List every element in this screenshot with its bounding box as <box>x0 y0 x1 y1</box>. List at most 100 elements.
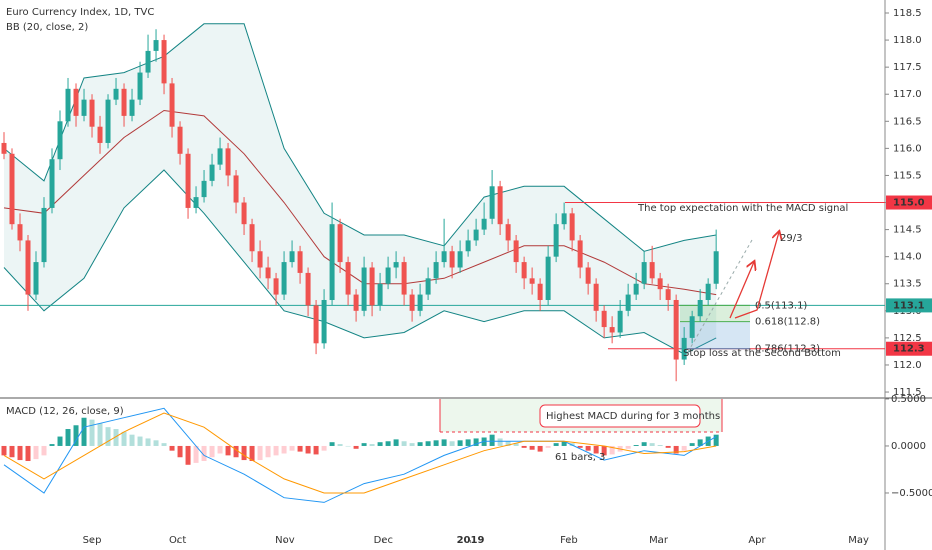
macd-bar <box>281 445 287 454</box>
candle-body <box>321 299 327 344</box>
candle-body <box>233 175 239 203</box>
candle-body <box>665 289 671 300</box>
candle-body <box>289 251 295 263</box>
candle-body <box>393 262 399 268</box>
macd-bar <box>57 436 63 446</box>
macd-bar <box>177 445 183 458</box>
macd-bar <box>169 445 175 451</box>
candle-body <box>673 299 679 360</box>
candle-body <box>17 224 23 241</box>
macd-bar <box>41 445 47 456</box>
macd-bar <box>265 445 271 458</box>
y-tick-label: 114.5 <box>893 225 922 236</box>
y-tick-label: 112.0 <box>893 360 922 371</box>
candle-body <box>521 262 527 279</box>
macd-bar <box>697 439 703 446</box>
macd-bar <box>1 445 7 456</box>
price-badge-label: 112.3 <box>893 344 925 355</box>
macd-bar <box>673 445 679 454</box>
macd-bar <box>193 445 199 463</box>
macd-bar <box>233 445 239 458</box>
candle-body <box>681 337 687 360</box>
candle-body <box>369 267 375 306</box>
macd-bar <box>225 445 231 456</box>
candle-body <box>113 88 119 100</box>
fib-label: 0.786(112.3) <box>755 344 820 355</box>
y-tick-label: 117.0 <box>893 89 922 100</box>
candle-body <box>145 50 151 73</box>
macd-bar <box>289 445 295 451</box>
candle-body <box>593 283 599 311</box>
candle-body <box>401 262 407 295</box>
macd-bar <box>433 440 439 446</box>
candle-body <box>377 283 383 306</box>
macd-bar <box>369 444 375 446</box>
candle-body <box>33 262 39 295</box>
macd-bar <box>553 443 559 446</box>
macd-bar <box>217 445 223 454</box>
candle-body <box>457 251 463 268</box>
candle-body <box>97 126 103 143</box>
candle-body <box>641 262 647 284</box>
annotation: Highest MACD during for 3 months <box>546 411 720 422</box>
candle-body <box>353 294 359 311</box>
price-badge <box>886 195 932 210</box>
macd-bar <box>545 445 551 448</box>
y-tick-label: 118.0 <box>893 35 922 46</box>
x-tick-label: Dec <box>374 535 393 546</box>
candle-body <box>385 267 391 284</box>
macd-bar <box>185 445 191 465</box>
x-tick-label: Feb <box>560 535 578 546</box>
price-badge <box>886 341 932 356</box>
candle-body <box>417 294 423 311</box>
note-box <box>539 404 701 428</box>
macd-bar <box>313 445 319 455</box>
macd-bar <box>641 442 647 446</box>
candle-body <box>273 278 279 295</box>
price-badge <box>886 298 932 313</box>
candle-body <box>465 240 471 252</box>
macd-bar <box>89 419 95 446</box>
macd-bar <box>33 445 39 460</box>
macd-bar <box>113 429 119 446</box>
candle-body <box>329 224 335 300</box>
macd-bar <box>489 434 495 446</box>
candle-body <box>153 40 159 51</box>
macd-line <box>3 407 717 503</box>
candle-body <box>545 256 551 300</box>
arrow <box>729 262 754 319</box>
candle-body <box>497 186 503 225</box>
fib-zone <box>680 305 750 322</box>
candle-body <box>345 262 351 295</box>
macd-bar <box>537 445 543 452</box>
macd-bar <box>25 445 31 462</box>
candle-body <box>281 262 287 295</box>
candle-body <box>169 83 175 127</box>
candle-body <box>513 240 519 263</box>
annotation: The top expectation with the MACD signal <box>637 203 848 214</box>
macd-bar <box>305 445 311 454</box>
macd-bar <box>329 442 335 446</box>
macd-bar <box>393 439 399 446</box>
macd-bar <box>361 443 367 446</box>
price-badge-label: 115.0 <box>893 198 925 209</box>
x-tick-label: Mar <box>649 535 669 546</box>
candle-body <box>193 197 199 208</box>
candle-body <box>561 213 567 225</box>
candle-body <box>433 262 439 279</box>
candle-body <box>337 224 343 263</box>
candle-body <box>689 316 695 338</box>
fib-label: 0.618(112.8) <box>755 317 820 328</box>
macd-bar <box>689 443 695 446</box>
macd-bar <box>321 445 327 451</box>
macd-bar <box>449 441 455 446</box>
candle-body <box>129 99 135 116</box>
macd-bar <box>17 445 23 461</box>
y-tick-label: 118.5 <box>893 8 922 19</box>
candle-body <box>481 218 487 230</box>
candle-body <box>217 148 223 165</box>
candle-body <box>257 251 263 268</box>
